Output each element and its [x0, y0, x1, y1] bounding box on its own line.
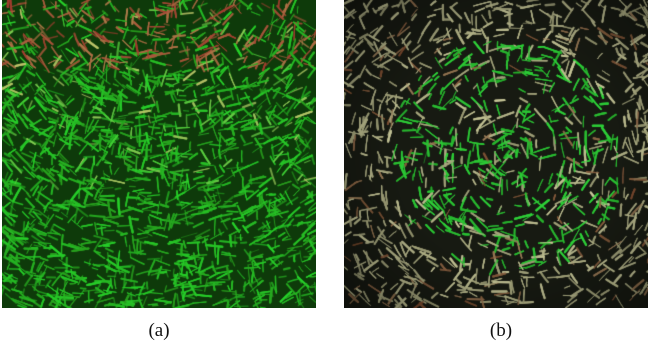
figure-b-texture [344, 0, 648, 308]
figure-b-caption: (b) [489, 320, 513, 341]
figure-a-texture [2, 0, 316, 308]
figure-a-image [2, 0, 316, 308]
figure-a-caption: (a) [148, 320, 170, 341]
figure-b-image [344, 0, 648, 308]
